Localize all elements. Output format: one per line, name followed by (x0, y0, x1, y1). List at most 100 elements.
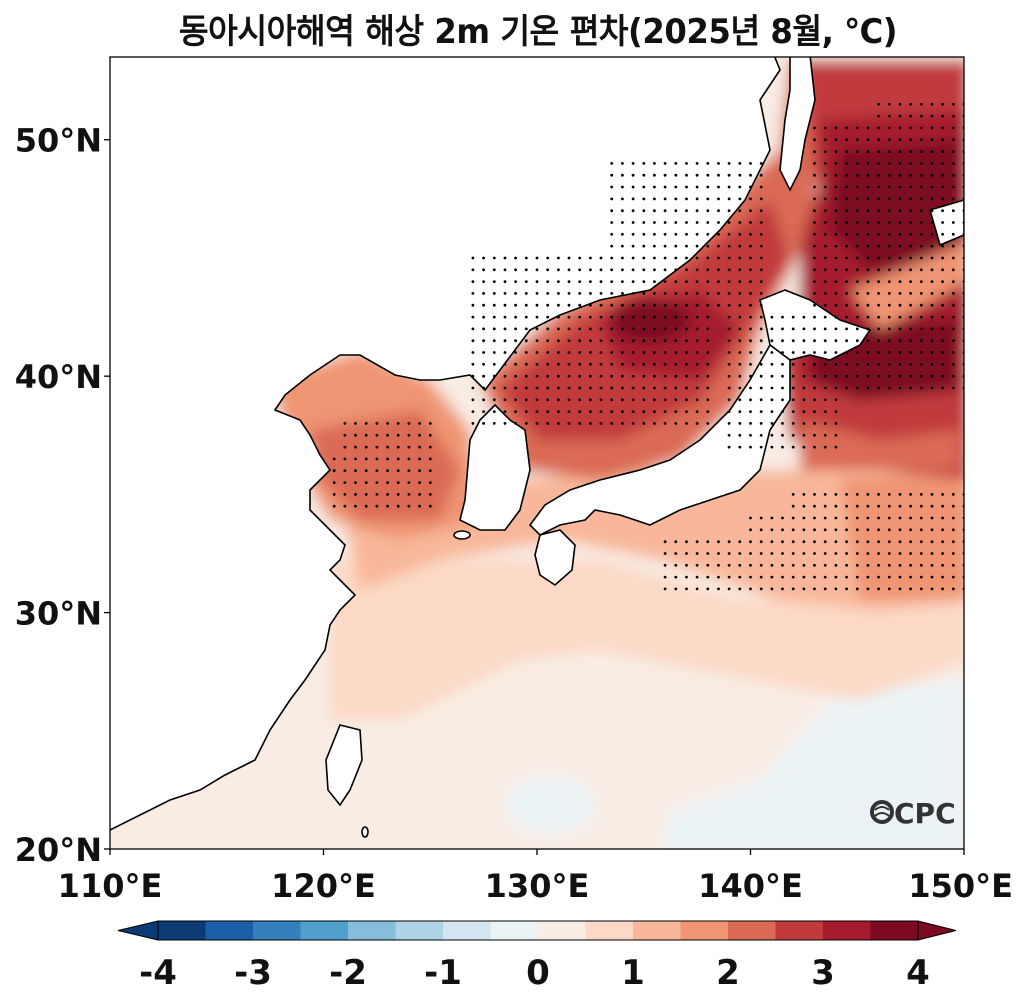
stipple-dot (738, 374, 742, 378)
stipple-dot (919, 197, 923, 201)
stipple-dot (887, 575, 891, 579)
stipple-dot (685, 280, 688, 283)
stipple-dot (759, 292, 763, 295)
stipple-dot (727, 575, 731, 579)
stipple-dot (845, 362, 848, 366)
stipple-dot (834, 244, 838, 248)
colorbar-tick-label: 1 (621, 953, 645, 993)
stipple-dot (663, 351, 667, 354)
stipple-dot (482, 410, 485, 413)
stipple-dot (631, 256, 635, 260)
stipple-dot (930, 493, 934, 496)
stipple-dot (364, 422, 368, 425)
colorbar-segment (443, 921, 491, 940)
stipple-dot (930, 114, 934, 118)
stipple-dot (674, 268, 678, 272)
stipple-dot (578, 292, 582, 295)
stipple-dot (930, 244, 934, 248)
stipple-dot (749, 398, 752, 402)
stipple-dot (813, 292, 816, 295)
stipple-dot (919, 563, 923, 567)
stipple-dot (930, 185, 934, 189)
stipple-dot (791, 433, 795, 437)
stipple-dot (557, 292, 560, 295)
stipple-dot (951, 563, 955, 567)
stipple-dot (599, 351, 603, 354)
stipple-dot (813, 185, 816, 189)
stipple-dot (781, 563, 784, 567)
stipple-dot (396, 445, 400, 449)
x-tick-label: 130°E (485, 867, 590, 905)
stipple-dot (738, 256, 742, 260)
stipple-dot (727, 351, 731, 354)
stipple-dot (717, 303, 720, 307)
stipple-dot (727, 433, 731, 437)
stipple-dot (898, 114, 902, 118)
stipple-dot (898, 138, 902, 142)
stipple-dot (845, 504, 848, 508)
stipple-dot (749, 575, 752, 579)
stipple-dot (834, 362, 838, 366)
stipple-dot (898, 493, 902, 496)
stipple-dot (909, 221, 912, 224)
stipple-dot (482, 386, 485, 390)
stipple-dot (738, 445, 742, 449)
stipple-dot (770, 528, 774, 532)
stipple-dot (738, 339, 742, 343)
stipple-dot (685, 327, 688, 331)
stipple-dot (887, 221, 891, 224)
stipple-dot (642, 386, 646, 390)
stipple-dot (845, 315, 848, 319)
stipple-dot (663, 374, 667, 378)
stipple-dot (770, 587, 774, 591)
stipple-dot (503, 303, 507, 307)
stipple-dot (610, 422, 614, 425)
stipple-dot (930, 540, 934, 544)
stipple-dot (663, 185, 667, 189)
stipple-dot (695, 197, 699, 201)
stipple-dot (919, 244, 923, 248)
stipple-dot (877, 516, 880, 520)
stipple-dot (674, 351, 678, 354)
stipple-dot (578, 327, 582, 331)
stipple-dot (823, 280, 827, 283)
stipple-dot (738, 587, 742, 591)
stipple-dot (887, 280, 891, 283)
stipple-dot (514, 339, 517, 343)
stipple-dot (514, 386, 517, 390)
stipple-dot (557, 315, 560, 319)
stipple-dot (706, 351, 710, 354)
stipple-dot (524, 398, 528, 402)
stipple-dot (610, 362, 614, 366)
stipple-dot (791, 516, 795, 520)
stipple-dot (951, 327, 955, 331)
stipple-dot (866, 244, 870, 248)
stipple-dot (951, 552, 955, 555)
stipple-dot (919, 232, 923, 236)
stipple-dot (866, 150, 870, 154)
x-axis: 110°E 120°E 130°E 140°E 150°E (58, 849, 1013, 905)
stipple-dot (866, 493, 870, 496)
stipple-dot (770, 563, 774, 567)
stipple-dot (951, 244, 955, 248)
stipple-dot (354, 445, 357, 449)
stipple-dot (866, 268, 870, 272)
stipple-dot (546, 268, 550, 272)
stipple-dot (845, 386, 848, 390)
stipple-dot (909, 244, 912, 248)
stipple-dot (706, 221, 710, 224)
stipple-dot (759, 410, 763, 413)
stipple-dot (482, 315, 485, 319)
colorbar-extend-min (117, 920, 159, 941)
stipple-dot (738, 185, 742, 189)
stipple-dot (909, 362, 912, 366)
stipple-dot (503, 292, 507, 295)
stipple-dot (887, 173, 891, 177)
stipple-dot (727, 256, 731, 260)
stipple-dot (823, 339, 827, 343)
stipple-dot (418, 493, 421, 496)
stipple-dot (407, 493, 411, 496)
stipple-dot (877, 575, 880, 579)
stipple-dot (898, 552, 902, 555)
stipple-dot (503, 374, 507, 378)
